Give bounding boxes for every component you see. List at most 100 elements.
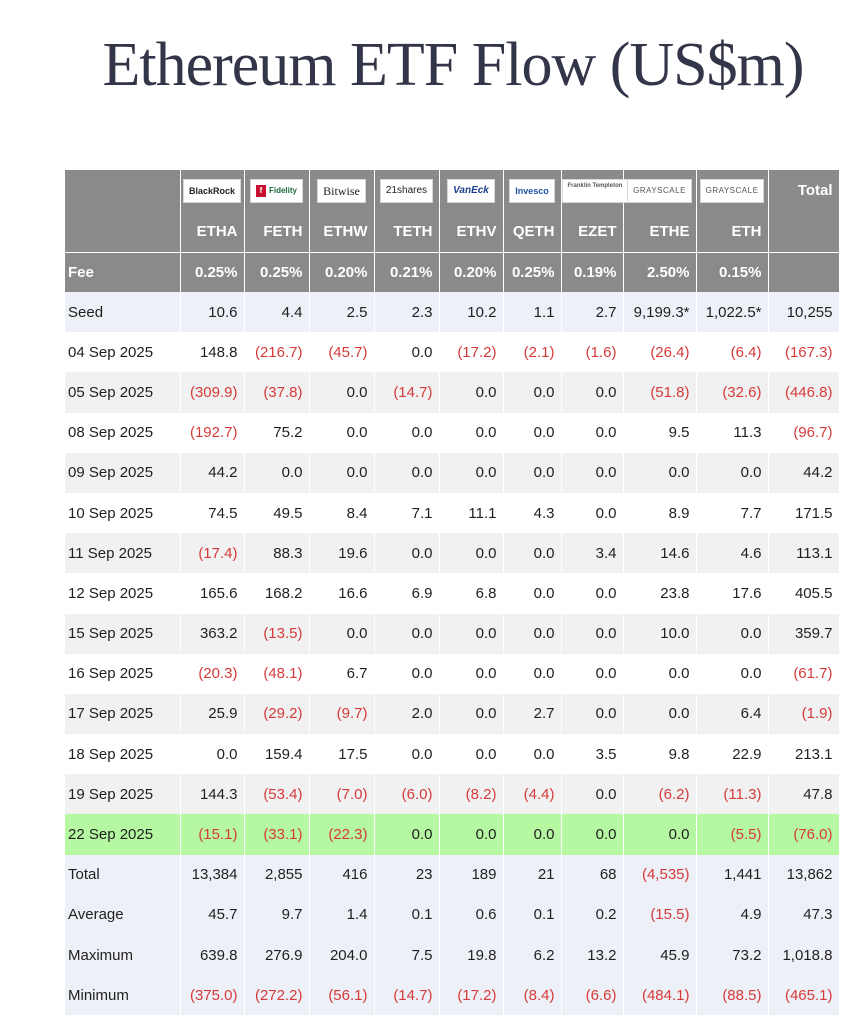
issuer-logo: Invesco [509, 178, 555, 203]
flow-cell: (272.2) [244, 975, 310, 1016]
flow-cell: 0.0 [374, 613, 440, 654]
flow-cell: 0.0 [696, 613, 769, 654]
flow-cell: (5.5) [696, 814, 769, 855]
flow-cell: 204.0 [309, 935, 375, 976]
row-label: Minimum [65, 975, 181, 1016]
flow-cell: (32.6) [696, 372, 769, 413]
flow-cell: 7.1 [374, 492, 440, 534]
flow-cell: 0.0 [623, 653, 697, 694]
flow-cell: 0.0 [439, 653, 504, 694]
flow-cell: 11.1 [439, 492, 504, 534]
flow-cell: 1,022.5* [696, 292, 769, 333]
row-total-cell: 13,862 [768, 854, 840, 895]
flow-cell: 6.4 [696, 693, 769, 735]
flow-cell: (48.1) [244, 653, 310, 694]
row-total-cell: (465.1) [768, 975, 840, 1016]
flow-cell: 0.0 [439, 452, 504, 493]
total-column-header: Total [768, 170, 840, 211]
issuer-logo-cell: Invesco [503, 170, 562, 211]
ticker-cell: ETHV [439, 211, 504, 252]
etf-flow-table: BlackRock f Fidelity Bitwise 21shares VanEck I… [65, 170, 840, 1016]
flow-cell: 0.1 [374, 894, 440, 935]
flow-cell: 0.0 [696, 452, 769, 493]
flow-cell: (11.3) [696, 774, 769, 815]
flow-cell: 0.0 [374, 332, 440, 373]
flow-cell: 0.0 [180, 734, 245, 775]
flow-cell: 0.0 [561, 693, 624, 735]
flow-cell: 21 [503, 854, 562, 895]
flow-cell: 2.3 [374, 292, 440, 333]
row-label: 11 Sep 2025 [65, 533, 181, 574]
row-total-cell: 359.7 [768, 613, 840, 654]
flow-cell: 17.6 [696, 573, 769, 614]
table-row: 08 Sep 2025 (192.7) 75.2 0.0 0.0 0.0 0.0 0.0 9.5… [65, 412, 840, 453]
flow-cell: 0.0 [503, 734, 562, 775]
table-row: 19 Sep 2025 144.3 (53.4) (7.0) (6.0) (8.2) (4.… [65, 774, 840, 815]
row-label: 04 Sep 2025 [65, 332, 181, 373]
flow-cell: 8.9 [623, 492, 697, 534]
flow-cell: 0.0 [309, 412, 375, 453]
row-label: 16 Sep 2025 [65, 653, 181, 694]
row-label: Maximum [65, 935, 181, 976]
flow-cell: (17.2) [439, 332, 504, 373]
table-row: 10 Sep 2025 74.5 49.5 8.4 7.1 11.1 4.3 0.0 8.9 7.… [65, 492, 840, 534]
ticker-cell: ETHE [623, 211, 697, 252]
flow-cell: (15.1) [180, 814, 245, 855]
flow-cell: 0.0 [374, 734, 440, 775]
row-total-cell: 10,255 [768, 292, 840, 333]
flow-cell: (216.7) [244, 332, 310, 373]
issuer-logo-cell: GRAYSCALE [623, 170, 697, 211]
issuer-logo: GRAYSCALE [699, 178, 765, 203]
row-label: Average [65, 894, 181, 935]
table-row: 16 Sep 2025 (20.3) (48.1) 6.7 0.0 0.0 0.0 0.0 0.… [65, 653, 840, 694]
flow-cell: (192.7) [180, 412, 245, 453]
flow-cell: (7.0) [309, 774, 375, 815]
flow-cell: 7.5 [374, 935, 440, 976]
flow-cell: 0.0 [374, 653, 440, 694]
flow-cell: 3.5 [561, 734, 624, 775]
flow-cell: 1.1 [503, 292, 562, 333]
flow-cell: 16.6 [309, 573, 375, 614]
table-row: 15 Sep 2025 363.2 (13.5) 0.0 0.0 0.0 0.0 0.0 10.… [65, 613, 840, 654]
flow-cell: 0.0 [503, 613, 562, 654]
flow-cell: 0.0 [309, 613, 375, 654]
flow-cell: 74.5 [180, 492, 245, 534]
issuer-logo-cell: BlackRock [180, 170, 245, 211]
table-row: 04 Sep 2025 148.8 (216.7) (45.7) 0.0 (17.2) (2… [65, 332, 840, 373]
flow-cell: 144.3 [180, 774, 245, 815]
flow-cell: 14.6 [623, 533, 697, 574]
row-total-cell: 405.5 [768, 573, 840, 614]
flow-cell: 0.0 [503, 372, 562, 413]
fee-cell: 0.21% [374, 251, 440, 292]
flow-cell: (22.3) [309, 814, 375, 855]
flow-cell: 4.6 [696, 533, 769, 574]
table-row: 11 Sep 2025 (17.4) 88.3 19.6 0.0 0.0 0.0 3.4 14.… [65, 533, 840, 574]
flow-cell: 0.0 [503, 452, 562, 493]
flow-cell: 0.0 [439, 372, 504, 413]
flow-cell: 10.6 [180, 292, 245, 333]
table-row: 22 Sep 2025 (15.1) (33.1) (22.3) 0.0 0.0 0.0 0.… [65, 814, 840, 855]
flow-cell: 165.6 [180, 573, 245, 614]
flow-cell: 0.0 [561, 492, 624, 534]
row-label: 22 Sep 2025 [65, 814, 181, 855]
flow-cell: 17.5 [309, 734, 375, 775]
flow-cell: (2.1) [503, 332, 562, 373]
row-label: 12 Sep 2025 [65, 573, 181, 614]
flow-cell: 1,441 [696, 854, 769, 895]
row-label: 08 Sep 2025 [65, 412, 181, 453]
flow-cell: 68 [561, 854, 624, 895]
flow-cell: 6.2 [503, 935, 562, 976]
row-label: Seed [65, 292, 181, 333]
flow-cell: (14.7) [374, 975, 440, 1016]
flow-cell: 4.9 [696, 894, 769, 935]
flow-cell: (15.5) [623, 894, 697, 935]
row-total-cell: 171.5 [768, 492, 840, 534]
flow-cell: 10.0 [623, 613, 697, 654]
issuer-logo: f Fidelity [249, 178, 303, 203]
flow-cell: (309.9) [180, 372, 245, 413]
flow-cell: 10.2 [439, 292, 504, 333]
issuer-logo: Bitwise [317, 178, 366, 203]
flow-cell: (20.3) [180, 653, 245, 694]
issuer-logo: BlackRock [182, 178, 242, 203]
flow-cell: 4.4 [244, 292, 310, 333]
